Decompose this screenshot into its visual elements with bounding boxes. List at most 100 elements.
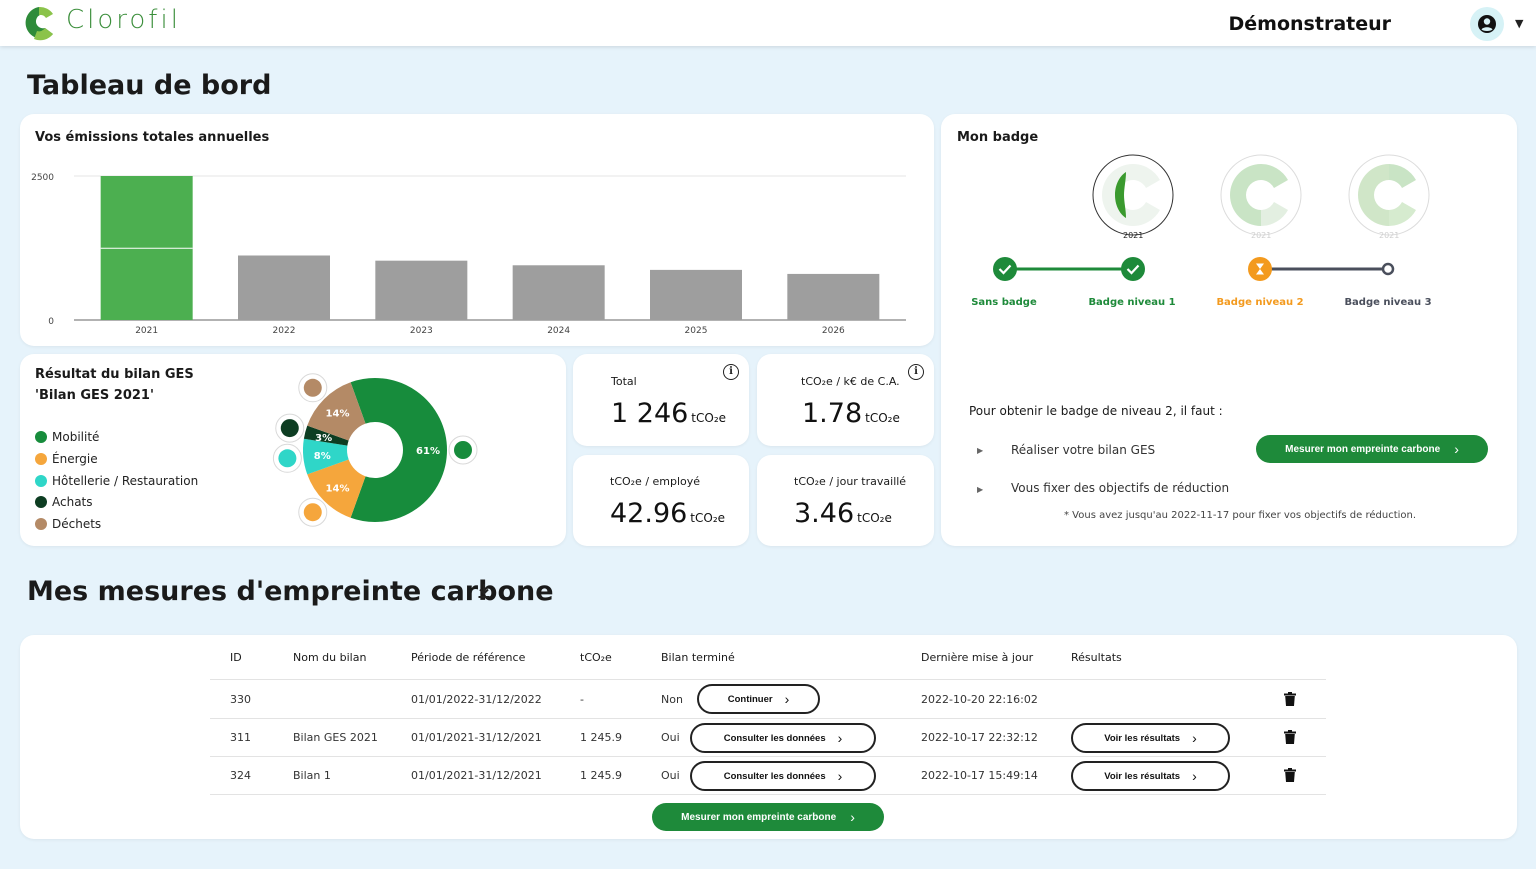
badge-year-current: 2021 [1123,231,1144,240]
cell-tco2e: 1 245.9 [580,769,622,782]
clorofil-logo[interactable] [22,4,56,42]
bar-2026[interactable] [787,273,880,320]
column-header-results: Résultats [1071,651,1122,664]
top-bar: Clorofil Démonstrateur ▼ [0,0,1536,46]
bar-2022[interactable] [238,255,330,320]
button-label: Voir les résultats [1104,770,1181,782]
delete-icon[interactable] [1284,692,1296,706]
cell-id: 311 [230,731,251,744]
step-check-icon [1121,257,1145,281]
bar-2024[interactable] [512,265,605,320]
badge-medallion-level-2 [1220,154,1302,236]
column-header-period: Période de référence [411,651,526,664]
column-header-updated: Dernière mise à jour [921,651,1034,664]
cell-done: Oui [661,731,680,744]
view-data-button[interactable]: Consulter les données › [690,723,876,753]
step-label-niveau-1: Badge niveau 1 [1088,297,1176,308]
badge-stepper [1005,267,1388,271]
stat-unit: tCO₂e [857,511,892,525]
donut-slice-label: 8% [314,451,331,462]
x-tick-label: 2022 [273,326,296,336]
legend-item-mobilite[interactable]: Mobilité [35,430,99,444]
legend-label: Achats [52,495,93,509]
view-results-button[interactable]: Voir les résultats › [1071,723,1230,753]
emissions-title: Vos émissions totales annuelles [35,130,270,145]
stat-unit: tCO₂e [690,511,726,525]
chevron-right-icon: › [837,730,843,746]
delete-icon[interactable] [1284,730,1296,744]
donut-slice-3[interactable] [303,425,349,447]
column-header-id: ID [230,651,242,664]
button-label: Mesurer mon empreinte carbone [1285,443,1441,455]
info-icon[interactable]: i [723,364,739,380]
stat-card-per-ca: tCO₂e / k€ de C.A. i 1.78 tCO₂e [757,354,934,446]
x-tick-label: 2023 [410,326,433,336]
stat-number: 42.96 [610,498,688,529]
view-data-button[interactable]: Consulter les données › [690,761,876,791]
legend-item-hotellerie[interactable]: Hôtellerie / Restauration [35,474,198,488]
account-button[interactable] [1470,7,1504,41]
table-divider [210,718,1326,719]
cell-done: Oui [661,769,680,782]
stat-unit: tCO₂e [865,411,900,425]
stat-card-per-employee: tCO₂e / employé 42.96 tCO₂e [573,455,749,546]
button-label: Voir les résultats [1104,732,1181,744]
legend-label: Énergie [52,452,98,466]
view-results-button[interactable]: Voir les résultats › [1071,761,1230,791]
chevron-right-icon: › [1192,730,1197,746]
requirement-item: Vous fixer des objectifs de réduction [1011,481,1230,495]
bar-2023[interactable] [375,260,468,320]
chevron-right-icon: › [1192,768,1197,784]
y-tick-label: 0 [48,317,54,327]
donut-slice-label: 14% [326,409,350,420]
legend-item-energie[interactable]: Énergie [35,452,98,466]
column-header-name: Nom du bilan [293,651,367,664]
info-icon[interactable]: i [908,364,924,380]
emissions-card: Vos émissions totales annuelles 0 2500 202… [20,114,934,346]
cell-name: Bilan 1 [293,769,331,782]
badge-card: Mon badge 2021 2021 2021 [941,114,1517,546]
legend-label: Mobilité [52,430,100,444]
category-icon-fill [280,419,299,438]
emissions-bar-chart: 0 2500 2021 2022 2023 2024 2025 2026 [31,173,906,336]
x-tick-label: 2025 [685,326,708,336]
legend-item-dechets[interactable]: Déchets [35,517,101,531]
stat-number: 1 246 [611,398,689,429]
button-label: Mesurer mon empreinte carbone [681,811,837,823]
stat-value: 1.78 tCO₂e [802,398,900,429]
cell-updated: 2022-10-17 15:49:14 [921,769,1038,782]
stat-label: tCO₂e / jour travaillé [794,475,907,488]
donut-slice-4[interactable] [307,382,367,442]
legend-item-achats[interactable]: Achats [35,495,93,509]
badge-medallion-level-3 [1348,154,1430,236]
caret-down-icon[interactable]: ▼ [1515,17,1524,30]
button-label: Consulter les données [723,732,826,744]
button-label: Consulter les données [723,770,826,782]
requirement-item: Réaliser votre bilan GES [1011,443,1156,457]
stat-number: 3.46 [794,498,855,529]
table-divider [210,756,1326,757]
chevron-right-icon: › [784,691,790,707]
delete-icon[interactable] [1284,768,1296,782]
download-icon[interactable] [475,582,493,600]
stat-value: 3.46 tCO₂e [794,498,892,529]
brand-name[interactable]: Clorofil [66,5,181,35]
donut-slice-1[interactable] [307,458,367,518]
cell-tco2e: 1 245.9 [580,731,622,744]
legend-label: Hôtellerie / Restauration [52,474,199,488]
donut-slice-2[interactable] [303,438,349,475]
legend-dot [35,496,47,508]
y-tick-label: 2500 [31,173,54,183]
measure-footprint-button[interactable]: Mesurer mon empreinte carbone › [1256,435,1488,463]
measure-footprint-button-bottom[interactable]: Mesurer mon empreinte carbone › [652,803,884,831]
donut-slice-0[interactable] [350,378,447,522]
table-divider [210,679,1326,680]
bar-2025[interactable] [650,269,742,320]
continue-button[interactable]: Continuer › [697,684,820,714]
column-header-tco2e: tCO₂e [580,651,612,664]
stat-label: Total [611,375,637,388]
step-hourglass-icon [1248,257,1272,281]
step-check-icon [993,257,1017,281]
badge-year-level-2: 2021 [1251,231,1272,240]
badge-title: Mon badge [957,130,1039,145]
